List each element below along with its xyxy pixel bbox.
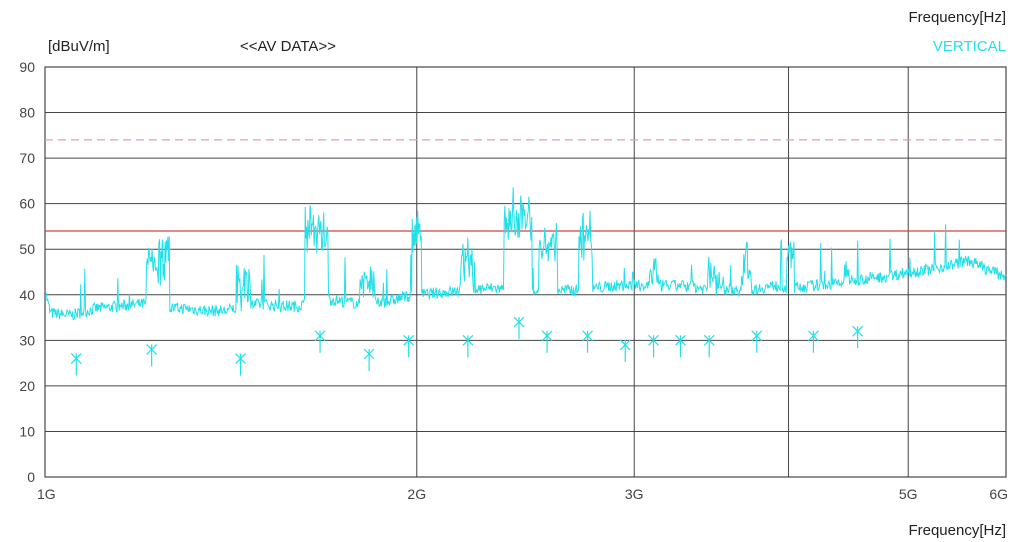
x-tick-label: 1G: [37, 486, 56, 502]
series-line-vertical: [44, 187, 1007, 321]
y-tick-labels: 0 10 20 30 40 50 60 70 80 90: [19, 59, 35, 485]
peak-marker: [582, 330, 593, 353]
peak-marker: [541, 330, 553, 353]
x-tick-label: 3G: [625, 486, 644, 502]
peak-marker: [235, 353, 246, 376]
peak-marker: [462, 334, 474, 358]
peak-marker: [70, 353, 82, 376]
peak-marker: [675, 334, 686, 358]
limit-lines: [45, 139, 1006, 232]
peak-marker: [314, 330, 326, 353]
y-tick-label: 70: [19, 150, 35, 166]
x-axis-label-bottom: Frequency[Hz]: [908, 522, 1006, 539]
x-tick-label: 2G: [407, 486, 426, 502]
grid-lines: [44, 66, 1007, 478]
peak-marker: [807, 330, 819, 353]
peak-marker: [852, 325, 864, 349]
vertical-trace: [44, 187, 1007, 321]
y-tick-label: 30: [19, 332, 35, 348]
y-tick-label: 0: [27, 469, 35, 485]
chart-subtitle: <<AV DATA>>: [240, 38, 336, 55]
peak-marker: [648, 334, 659, 358]
peak-markers: [70, 316, 864, 376]
x-tick-labels: 1G 2G 3G 5G 6G: [37, 486, 1008, 502]
peak-marker: [363, 348, 375, 371]
peak-marker: [619, 339, 631, 362]
y-tick-label: 50: [19, 241, 35, 257]
y-tick-label: 20: [19, 378, 35, 394]
y-axis-label: [dBuV/m]: [48, 38, 110, 55]
legend-vertical: VERTICAL: [933, 38, 1006, 55]
peak-marker: [146, 344, 158, 367]
peak-marker: [703, 334, 715, 358]
plot-frame: [44, 66, 1007, 478]
peak-marker: [751, 330, 763, 353]
x-axis-label-top: Frequency[Hz]: [908, 9, 1006, 26]
y-tick-label: 10: [19, 423, 35, 439]
peak-marker: [513, 316, 525, 340]
x-tick-label: 6G: [989, 486, 1008, 502]
y-tick-label: 60: [19, 196, 35, 212]
y-tick-label: 40: [19, 287, 35, 303]
y-tick-label: 80: [19, 105, 35, 121]
x-tick-label: 5G: [899, 486, 918, 502]
peak-marker: [403, 334, 415, 358]
y-tick-label: 90: [19, 59, 35, 75]
